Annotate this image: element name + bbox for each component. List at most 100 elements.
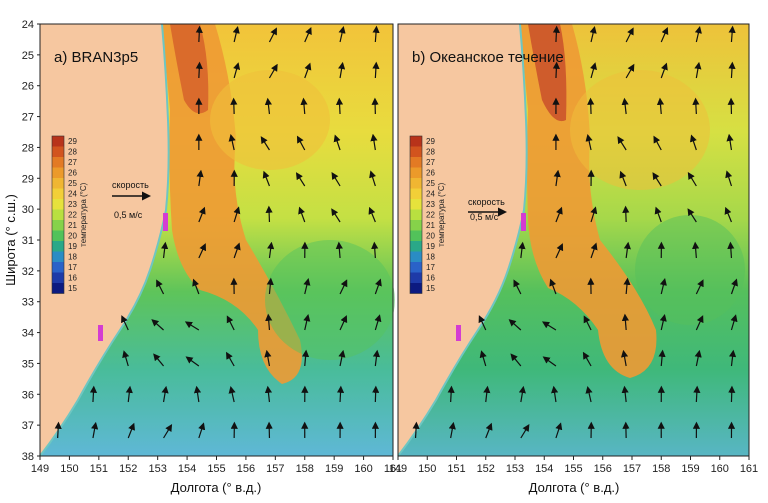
panel-title-left: a) BRAN3p5 [54,49,138,66]
x-tick-label: 149 [389,463,407,475]
y-tick-label: 25 [22,50,34,62]
colorbar-swatch [410,220,422,231]
y-tick-label: 29 [22,173,34,185]
colorbar-tick-label: 27 [426,158,435,167]
colorbar-swatch [410,147,422,158]
colorbar-swatch [52,283,64,294]
colorbar-swatch [52,199,64,210]
eddy-marker-left-2 [98,325,103,341]
colorbar-swatch [52,273,64,284]
colorbar-swatch [410,157,422,168]
colorbar-tick-label: 17 [426,263,435,272]
colorbar-tick-label: 23 [426,200,435,209]
scale-arrow-label-right: скорость [468,197,505,207]
colorbar-swatch [410,252,422,263]
x-tick-label: 151 [447,463,465,475]
eddy-marker-left-1 [163,213,168,231]
x-tick-label: 154 [535,463,553,475]
colorbar-tick-label: 19 [68,242,77,251]
colorbar-tick-label: 15 [68,284,77,293]
velocity-arrow [340,388,341,402]
warm-eddy-left [210,70,330,170]
x-tick-label: 158 [652,463,670,475]
velocity-arrow [199,28,200,42]
y-tick-label: 32 [22,266,34,278]
x-tick-label: 150 [418,463,436,475]
cold-patch-right [635,215,745,325]
x-tick-label: 160 [354,463,372,475]
colorbar-tick-label: 18 [426,253,435,262]
velocity-arrow [416,424,417,438]
y-tick-label: 35 [22,358,34,370]
x-tick-label: 159 [681,463,699,475]
y-tick-label: 30 [22,204,34,216]
colorbar-tick-label: 15 [426,284,435,293]
velocity-arrow [731,64,732,78]
x-tick-label: 150 [60,463,78,475]
panel-right: b) Океанское течение [398,24,749,456]
x-tick-label: 153 [148,463,166,475]
colorbar-swatch [410,283,422,294]
colorbar-tick-label: 23 [68,200,77,209]
colorbar-swatch [410,210,422,221]
velocity-arrow [556,64,557,78]
velocity-arrow [626,208,627,222]
x-axis-label-left: Долгота (° в.д.) [171,480,262,495]
x-tick-label: 157 [623,463,641,475]
x-tick-label: 149 [31,463,49,475]
colorbar-swatch [52,262,64,273]
colorbar-swatch [410,273,422,284]
colorbar-tick-label: 29 [68,137,77,146]
colorbar-tick-label: 26 [426,169,435,178]
velocity-arrow [451,388,452,402]
colorbar-tick-label: 19 [426,242,435,251]
scale-arrow-label-left: скорость [112,180,149,190]
colorbar-tick-label: 25 [68,179,77,188]
colorbar-swatch [52,210,64,221]
colorbar-tick-label: 29 [426,137,435,146]
colorbar-swatch [410,136,422,147]
colorbar-swatch [52,252,64,263]
colorbar-tick-label: 21 [426,221,435,230]
colorbar-tick-label: 20 [426,232,435,241]
colorbar-tick-label: 18 [68,253,77,262]
colorbar-label: температура (°C) [437,182,446,246]
velocity-arrow [93,388,94,402]
panel-left: a) BRAN3p5 [40,24,395,456]
colorbar-swatch [410,189,422,200]
colorbar-tick-label: 25 [426,179,435,188]
colorbar-swatch [52,147,64,158]
colorbar-swatch [52,231,64,242]
colorbar-swatch [410,168,422,179]
x-tick-label: 155 [207,463,225,475]
colorbar-swatch [410,241,422,252]
x-tick-label: 154 [178,463,196,475]
velocity-arrow [375,64,376,78]
y-tick-label: 38 [22,451,34,463]
colorbar-swatch [410,231,422,242]
velocity-arrow [696,100,697,114]
y-tick-label: 37 [22,420,34,432]
panel-title-right: b) Океанское течение [412,49,564,66]
colorbar-tick-label: 20 [68,232,77,241]
colorbar-swatch [410,262,422,273]
y-tick-label: 26 [22,81,34,93]
colorbar-swatch [52,241,64,252]
colorbar-swatch [52,189,64,200]
colorbar-swatch [52,178,64,189]
eddy-marker-right-1 [521,213,526,231]
cold-patch-left [265,240,395,360]
y-tick-label: 34 [22,328,34,340]
x-tick-label: 151 [90,463,108,475]
colorbar-tick-label: 24 [426,190,435,199]
y-tick-label: 28 [22,142,34,154]
y-tick-label: 24 [22,19,34,31]
x-tick-label: 158 [296,463,314,475]
x-tick-label: 152 [477,463,495,475]
scale-arrow-value-left: 0,5 м/с [114,210,143,220]
colorbar-tick-label: 28 [426,148,435,157]
